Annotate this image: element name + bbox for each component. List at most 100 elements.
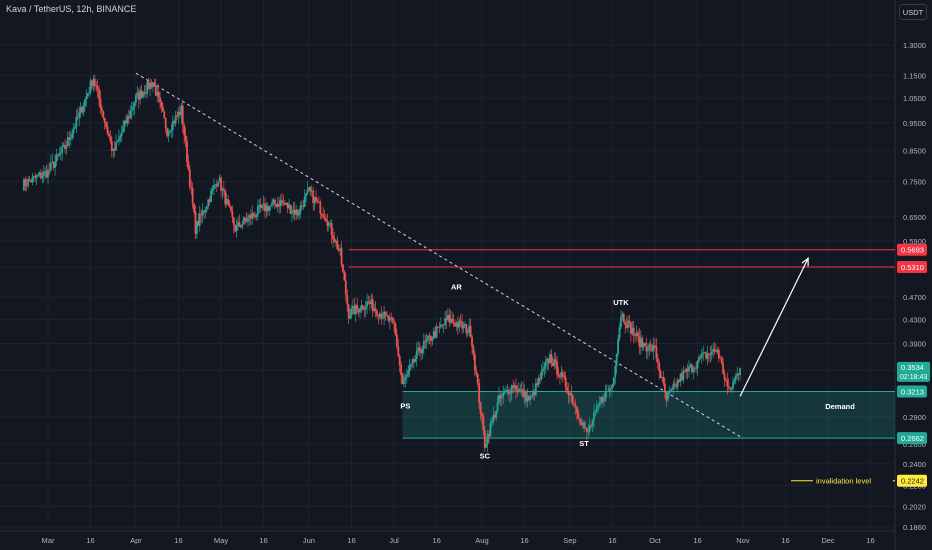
candle-body — [220, 177, 222, 191]
candle-body — [102, 111, 105, 118]
candle-body — [415, 350, 418, 359]
candle-body — [360, 305, 363, 311]
candle-body — [249, 215, 252, 219]
candle-body — [430, 335, 432, 341]
candle-body — [171, 121, 174, 131]
candle-body — [37, 175, 39, 176]
annotation-utk: UTK — [613, 298, 629, 307]
candle-body — [272, 199, 275, 203]
currency-unit-button[interactable]: USDT — [899, 4, 927, 20]
candle-body — [388, 317, 391, 321]
candle-body — [44, 170, 47, 172]
candle-body — [729, 387, 732, 389]
candle-body — [669, 390, 672, 393]
candle-body — [707, 353, 710, 355]
candle-body — [706, 353, 709, 359]
candle-body — [690, 364, 693, 373]
candle-body — [268, 206, 271, 211]
candle-body — [444, 318, 446, 325]
x-tick-label: 16 — [347, 536, 355, 545]
candle-body — [534, 383, 537, 396]
candle-body — [628, 320, 631, 323]
candle-body — [201, 210, 204, 216]
candle-body — [157, 91, 160, 98]
candle-body — [251, 213, 254, 219]
candle-body — [468, 325, 471, 332]
time-axis[interactable]: Mar 16 Apr 16 May 16 Jun 16 Jul 16 Aug 16 Sep 16 Oct 16… — [42, 536, 875, 545]
candle-body — [79, 107, 82, 113]
x-tick-label: 16 — [608, 536, 616, 545]
candle-body — [323, 217, 326, 220]
x-tick-label: Apr — [130, 536, 142, 545]
candle-body — [681, 373, 683, 380]
candle-body — [631, 327, 634, 334]
candle-body — [693, 367, 696, 369]
candle-body — [367, 301, 370, 303]
candle-body — [434, 331, 437, 338]
candle-body — [336, 240, 339, 250]
candle-body — [376, 310, 378, 316]
candle-body — [427, 335, 429, 340]
candle-body — [445, 318, 448, 321]
candle-body — [621, 314, 624, 317]
candle-body — [509, 393, 512, 395]
candle-body — [605, 390, 608, 393]
candle-body — [197, 220, 200, 226]
candle-body — [384, 311, 387, 315]
y-tick-label: 0.3900 — [903, 339, 926, 348]
candle-body — [357, 308, 360, 313]
candle-body — [655, 346, 658, 359]
candle-body — [174, 115, 177, 124]
candle-body — [517, 388, 520, 392]
y-tick-label: 0.4700 — [903, 293, 926, 302]
candle-body — [414, 358, 417, 363]
candle-body — [288, 204, 290, 209]
candle-body — [475, 370, 478, 375]
candle-body — [442, 324, 445, 326]
candle-body — [604, 392, 607, 402]
candle-body — [279, 200, 282, 207]
candle-body — [350, 308, 353, 316]
candle-body — [540, 371, 543, 380]
candle-body — [57, 154, 59, 156]
annotation-ar: AR — [451, 282, 462, 291]
candle-body — [228, 203, 231, 207]
candle-body — [454, 323, 456, 327]
candle-body — [89, 80, 92, 93]
symbol-label[interactable]: Kava / TetherUS, 12h, BINANCE — [6, 4, 137, 14]
candle-body — [386, 314, 388, 316]
candle-body — [343, 271, 346, 281]
candle-body — [295, 209, 298, 215]
candle-body — [593, 412, 595, 420]
candle-body — [344, 280, 347, 295]
candle-body — [563, 375, 566, 378]
candle-body — [234, 225, 237, 232]
candle-body — [656, 358, 659, 363]
resistance-price-label: 0.5310 — [901, 263, 924, 272]
candle-body — [479, 402, 482, 414]
candle-body — [320, 213, 323, 215]
current-price-label: 0.3534 — [901, 363, 924, 372]
candle-body — [713, 349, 716, 352]
candle-body — [66, 137, 69, 147]
candle-body — [32, 176, 35, 177]
price-labels: 0.5693 0.5310 0.3213 0.2662 0.2242 0.3534 02:1… — [897, 243, 930, 487]
candle-body — [191, 188, 194, 204]
candle-body — [659, 371, 662, 378]
candle-body — [62, 144, 65, 147]
candle-body — [550, 354, 553, 363]
candle-body — [312, 190, 315, 204]
candle-body — [532, 390, 534, 396]
candle-body — [22, 179, 25, 191]
candle-body — [447, 315, 449, 321]
candle-body — [166, 128, 169, 137]
candle-body — [722, 362, 724, 374]
candle-body — [417, 347, 420, 351]
candle-body — [258, 204, 261, 207]
y-tick-label: 0.2900 — [903, 413, 926, 422]
candle-body — [664, 383, 666, 393]
candle-body — [498, 395, 500, 403]
x-tick-label: Nov — [736, 536, 750, 545]
